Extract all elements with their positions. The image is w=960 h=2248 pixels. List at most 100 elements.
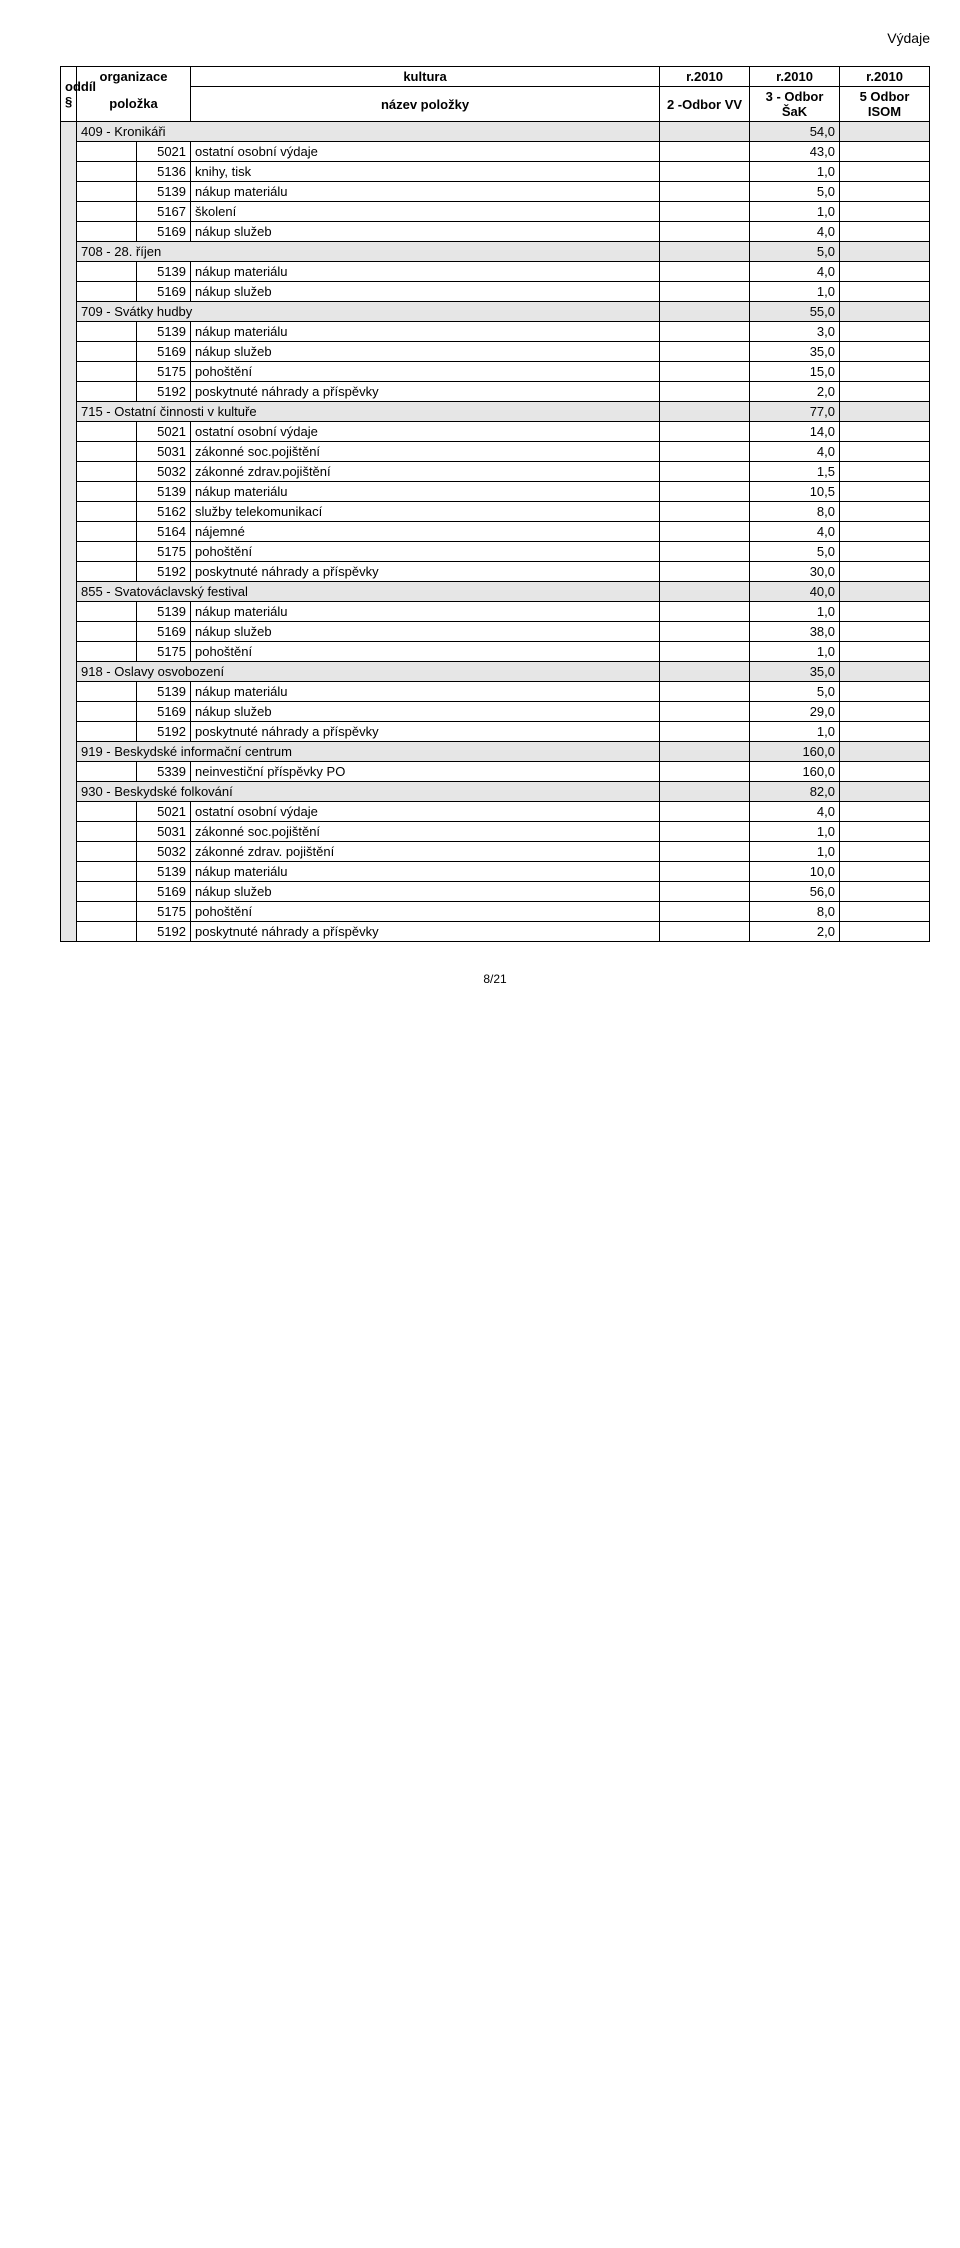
cell-odbor-isom xyxy=(840,762,930,782)
cell-polozka-name: poskytnuté náhrady a příspěvky xyxy=(191,922,660,942)
cell-odbor-vv xyxy=(660,342,750,362)
cell-odbor-vv xyxy=(660,862,750,882)
cell-polozka-code: 5169 xyxy=(137,222,191,242)
cell-odbor-vv xyxy=(660,502,750,522)
cell-odbor-vv xyxy=(660,842,750,862)
cell-odbor-sak: 4,0 xyxy=(750,222,840,242)
section-label: 918 - Oslavy osvobození xyxy=(77,662,660,682)
cell-odbor-isom xyxy=(840,262,930,282)
table-row: 5169nákup služeb56,0 xyxy=(61,882,930,902)
cell-odbor-vv xyxy=(660,362,750,382)
hdr-r2010-a: r.2010 xyxy=(660,67,750,87)
cell-odbor-isom xyxy=(840,922,930,942)
cell-odbor-vv xyxy=(660,802,750,822)
hdr-nazev: název položky xyxy=(191,87,660,122)
cell-organizace xyxy=(77,642,137,662)
table-row: 5021ostatní osobní výdaje43,0 xyxy=(61,142,930,162)
cell-polozka-name: nákup materiálu xyxy=(191,322,660,342)
table-row: 5169nákup služeb4,0 xyxy=(61,222,930,242)
cell-polozka-code: 5175 xyxy=(137,902,191,922)
cell-odbor-sak: 30,0 xyxy=(750,562,840,582)
cell-odbor-sak: 54,0 xyxy=(750,122,840,142)
cell-polozka-name: nákup materiálu xyxy=(191,602,660,622)
cell-polozka-name: pohoštění xyxy=(191,642,660,662)
cell-odbor-sak: 3,0 xyxy=(750,322,840,342)
cell-odbor-sak: 160,0 xyxy=(750,762,840,782)
cell-organizace xyxy=(77,482,137,502)
cell-odbor-vv xyxy=(660,882,750,902)
cell-polozka-name: nákup služeb xyxy=(191,342,660,362)
cell-odbor-sak: 5,0 xyxy=(750,182,840,202)
table-row: 5031zákonné soc.pojištění4,0 xyxy=(61,442,930,462)
cell-odbor-sak: 5,0 xyxy=(750,682,840,702)
cell-organizace xyxy=(77,802,137,822)
table-row: 5139nákup materiálu10,5 xyxy=(61,482,930,502)
cell-odbor-isom xyxy=(840,802,930,822)
cell-odbor-vv xyxy=(660,562,750,582)
cell-polozka-code: 5175 xyxy=(137,642,191,662)
table-row: 409 - Kronikáři54,0 xyxy=(61,122,930,142)
cell-odbor-sak: 5,0 xyxy=(750,242,840,262)
cell-odbor-sak: 1,0 xyxy=(750,162,840,182)
cell-organizace xyxy=(77,762,137,782)
cell-odbor-vv xyxy=(660,302,750,322)
cell-odbor-sak: 77,0 xyxy=(750,402,840,422)
cell-polozka-name: nákup materiálu xyxy=(191,862,660,882)
cell-odbor-isom xyxy=(840,842,930,862)
cell-odbor-sak: 82,0 xyxy=(750,782,840,802)
cell-polozka-code: 5021 xyxy=(137,802,191,822)
cell-odbor-vv xyxy=(660,322,750,342)
cell-odbor-vv xyxy=(660,182,750,202)
table-row: 5139nákup materiálu1,0 xyxy=(61,602,930,622)
cell-odbor-isom xyxy=(840,822,930,842)
cell-polozka-name: školení xyxy=(191,202,660,222)
cell-polozka-code: 5139 xyxy=(137,482,191,502)
cell-odbor-vv xyxy=(660,202,750,222)
cell-organizace xyxy=(77,882,137,902)
cell-odbor-sak: 15,0 xyxy=(750,362,840,382)
cell-odbor-sak: 1,0 xyxy=(750,842,840,862)
cell-odbor-sak: 1,0 xyxy=(750,202,840,222)
cell-odbor-vv xyxy=(660,482,750,502)
cell-odbor-isom xyxy=(840,522,930,542)
cell-organizace xyxy=(77,342,137,362)
cell-odbor-sak: 29,0 xyxy=(750,702,840,722)
cell-odbor-sak: 35,0 xyxy=(750,662,840,682)
cell-odbor-vv xyxy=(660,442,750,462)
cell-odbor-isom xyxy=(840,542,930,562)
section-label: 708 - 28. říjen xyxy=(77,242,660,262)
cell-polozka-code: 5139 xyxy=(137,682,191,702)
cell-odbor-isom xyxy=(840,742,930,762)
cell-polozka-name: zákonné zdrav. pojištění xyxy=(191,842,660,862)
cell-polozka-code: 5175 xyxy=(137,542,191,562)
section-label: 709 - Svátky hudby xyxy=(77,302,660,322)
table-row: 5169nákup služeb35,0 xyxy=(61,342,930,362)
page-title: Výdaje xyxy=(60,30,930,46)
cell-polozka-code: 5162 xyxy=(137,502,191,522)
section-label: 930 - Beskydské folkování xyxy=(77,782,660,802)
cell-odbor-vv xyxy=(660,242,750,262)
section-label: 919 - Beskydské informační centrum xyxy=(77,742,660,762)
table-row: 5192poskytnuté náhrady a příspěvky1,0 xyxy=(61,722,930,742)
cell-organizace xyxy=(77,182,137,202)
cell-odbor-vv xyxy=(660,662,750,682)
cell-polozka-code: 5169 xyxy=(137,702,191,722)
cell-polozka-name: nákup služeb xyxy=(191,882,660,902)
cell-odbor-vv xyxy=(660,682,750,702)
table-row: 5169nákup služeb1,0 xyxy=(61,282,930,302)
cell-organizace xyxy=(77,622,137,642)
cell-odbor-sak: 4,0 xyxy=(750,802,840,822)
cell-odbor-vv xyxy=(660,642,750,662)
table-row: 5021ostatní osobní výdaje14,0 xyxy=(61,422,930,442)
cell-organizace xyxy=(77,322,137,342)
hdr-r2010-c: r.2010 xyxy=(840,67,930,87)
cell-odbor-vv xyxy=(660,222,750,242)
cell-organizace xyxy=(77,282,137,302)
cell-polozka-name: nákup služeb xyxy=(191,702,660,722)
cell-odbor-sak: 8,0 xyxy=(750,502,840,522)
cell-odbor-sak: 160,0 xyxy=(750,742,840,762)
cell-odbor-isom xyxy=(840,302,930,322)
cell-odbor-vv xyxy=(660,402,750,422)
cell-odbor-isom xyxy=(840,642,930,662)
cell-odbor-vv xyxy=(660,262,750,282)
